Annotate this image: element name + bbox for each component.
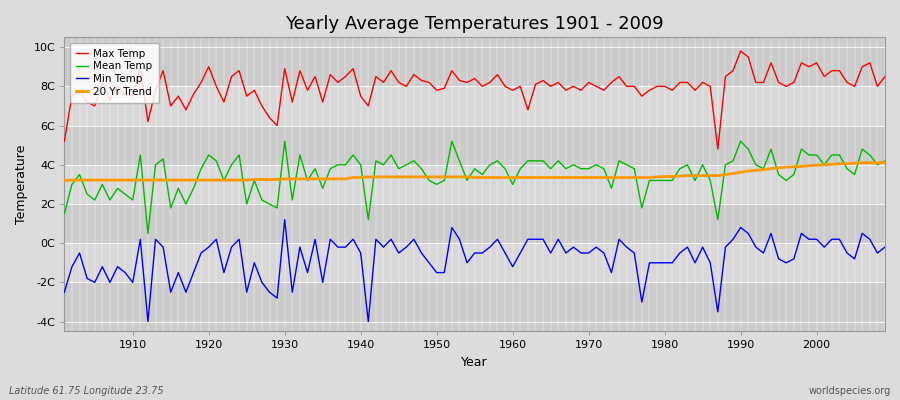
Mean Temp — [302, 178, 313, 183]
Bar — [64, 47, 885, 86]
Mean Temp — [879, 158, 890, 163]
Text: worldspecies.org: worldspecies.org — [809, 386, 891, 396]
20 Yr Trend — [598, 175, 609, 180]
Max Temp — [332, 80, 343, 85]
Mean Temp — [142, 231, 153, 236]
Line: 20 Yr Trend: 20 Yr Trend — [64, 162, 885, 180]
Max Temp — [58, 139, 69, 144]
Line: Max Temp: Max Temp — [64, 51, 885, 149]
Legend: Max Temp, Mean Temp, Min Temp, 20 Yr Trend: Max Temp, Mean Temp, Min Temp, 20 Yr Tre… — [69, 42, 159, 103]
Bar — [64, 126, 885, 165]
Max Temp — [120, 92, 130, 96]
Min Temp — [347, 237, 358, 242]
Max Temp — [879, 74, 890, 79]
X-axis label: Year: Year — [462, 356, 488, 369]
Bar — [64, 204, 885, 243]
Bar — [64, 86, 885, 126]
Min Temp — [614, 237, 625, 242]
Min Temp — [142, 319, 153, 324]
Y-axis label: Temperature: Temperature — [15, 145, 28, 224]
20 Yr Trend — [508, 175, 518, 180]
Text: Latitude 61.75 Longitude 23.75: Latitude 61.75 Longitude 23.75 — [9, 386, 164, 396]
Min Temp — [58, 290, 69, 295]
Bar — [64, 37, 885, 47]
Mean Temp — [279, 139, 290, 144]
Min Temp — [515, 250, 526, 255]
Min Temp — [302, 270, 313, 275]
Bar — [64, 322, 885, 332]
Line: Min Temp: Min Temp — [64, 220, 885, 322]
Max Temp — [735, 49, 746, 54]
Mean Temp — [614, 158, 625, 163]
20 Yr Trend — [332, 176, 343, 181]
Mean Temp — [120, 192, 130, 196]
20 Yr Trend — [120, 178, 130, 182]
Max Temp — [500, 84, 510, 89]
Max Temp — [508, 88, 518, 93]
Min Temp — [279, 217, 290, 222]
Max Temp — [598, 88, 609, 93]
Max Temp — [713, 147, 724, 152]
Bar — [64, 282, 885, 322]
20 Yr Trend — [287, 176, 298, 181]
Min Temp — [120, 270, 130, 275]
Bar — [64, 243, 885, 282]
Mean Temp — [515, 166, 526, 171]
Min Temp — [523, 237, 534, 242]
20 Yr Trend — [58, 178, 69, 183]
Line: Mean Temp: Mean Temp — [64, 141, 885, 233]
20 Yr Trend — [500, 175, 510, 180]
Mean Temp — [347, 152, 358, 157]
20 Yr Trend — [879, 160, 890, 165]
Mean Temp — [58, 211, 69, 216]
Min Temp — [879, 245, 890, 250]
Bar — [64, 165, 885, 204]
Title: Yearly Average Temperatures 1901 - 2009: Yearly Average Temperatures 1901 - 2009 — [285, 15, 664, 33]
Max Temp — [287, 100, 298, 104]
Mean Temp — [523, 158, 534, 163]
